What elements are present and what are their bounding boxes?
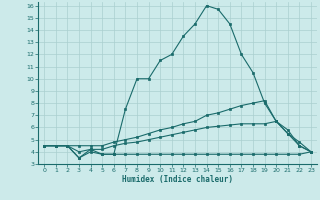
X-axis label: Humidex (Indice chaleur): Humidex (Indice chaleur): [122, 175, 233, 184]
